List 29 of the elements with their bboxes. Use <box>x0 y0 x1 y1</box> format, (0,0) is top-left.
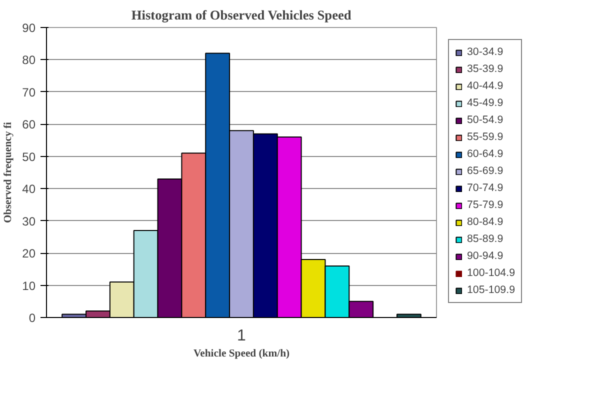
legend-label: 50-54.9 <box>467 114 504 126</box>
legend-label: 105-109.9 <box>467 284 515 296</box>
y-tick-label: 80 <box>22 53 36 68</box>
y-tick-label: 10 <box>22 278 36 293</box>
legend-label: 55-59.9 <box>467 131 504 143</box>
y-tick-label: 40 <box>22 182 36 196</box>
y-tick-label: 20 <box>22 246 36 261</box>
legend-label: 80-84.9 <box>467 216 504 228</box>
y-tick-label: 60 <box>22 118 36 132</box>
y-axis-title: Observed frequency fi <box>3 122 14 224</box>
legend-label: 85-89.9 <box>467 233 504 245</box>
legend-label: 45-49.9 <box>467 97 504 109</box>
legend-label: 90-94.9 <box>467 250 504 262</box>
y-tick-label: 50 <box>22 150 36 164</box>
legend-label: 75-79.9 <box>467 199 504 211</box>
chart-title: Histogram of Observed Vehicles Speed <box>131 8 352 22</box>
legend-label: 70-74.9 <box>467 182 504 194</box>
legend-label: 65-69.9 <box>467 165 504 177</box>
legend-label: 60-64.9 <box>467 148 504 160</box>
legend-label: 35-39.9 <box>467 63 504 75</box>
x-tick-label: 1 <box>237 328 246 344</box>
y-tick-label: 70 <box>22 85 36 100</box>
legend-label: 40-44.9 <box>467 80 504 92</box>
y-tick-label: 0 <box>28 311 36 325</box>
y-tick-label: 90 <box>22 21 36 35</box>
legend-label: 100-104.9 <box>467 267 515 279</box>
y-tick-label: 30 <box>22 214 36 228</box>
legend-label: 30-34.9 <box>467 46 504 58</box>
x-axis-title: Vehicle Speed (km/h) <box>193 348 290 360</box>
